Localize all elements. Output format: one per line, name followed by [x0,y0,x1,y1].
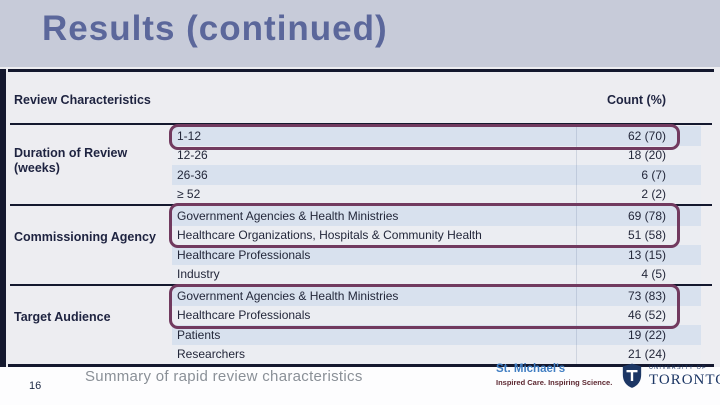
table-row: Industry 4 (5) [172,264,701,284]
group-label-commissioning-agency: Commissioning Agency [14,230,156,245]
row-label: Healthcare Professionals [177,247,311,262]
row-count: 69 (78) [576,206,701,226]
row-label: 12-26 [177,148,208,163]
table-group-target-audience: Government Agencies & Health Ministries … [172,286,701,364]
left-accent-bar [0,69,6,391]
row-label: Healthcare Organizations, Hospitals & Co… [177,228,482,243]
table-row: Patients 19 (22) [172,325,701,345]
table-row: Researchers 21 (24) [172,344,701,364]
row-count: 21 (24) [576,344,701,364]
row-label: Government Agencies & Health Ministries [177,208,399,223]
table-row: 26-36 6 (7) [172,165,701,185]
row-label: Healthcare Professionals [177,308,311,323]
group-label-line: Target Audience [14,310,111,324]
st-michaels-wordmark: St. Michael's [496,363,566,375]
header-band [0,0,720,67]
bottom-strip [0,367,720,405]
table-row: ≥ 52 2 (2) [172,184,701,204]
table-row: Healthcare Professionals 46 (52) [172,305,701,325]
row-count: 6 (7) [576,165,701,185]
row-count: 18 (20) [576,145,701,165]
table-row: 1-12 62 (70) [172,126,701,146]
divider-bottom [8,364,714,367]
row-count: 13 (15) [576,245,701,265]
row-label: Patients [177,327,221,342]
uoft-wordmark-line1: UNIVERSITY OF [649,365,707,371]
row-label: 26-36 [177,167,208,182]
group-label-duration: Duration of Review (weeks) [14,146,127,176]
row-count: 51 (58) [576,225,701,245]
table-row: Government Agencies & Health Ministries … [172,286,701,306]
row-count: 46 (52) [576,305,701,325]
row-label: Government Agencies & Health Ministries [177,288,399,303]
table-row: 12-26 18 (20) [172,145,701,165]
table-group-commissioning-agency: Government Agencies & Health Ministries … [172,206,701,284]
group-label-line: Commissioning Agency [14,230,156,244]
st-michaels-logo: St. Michael's Inspired Care. Inspiring S… [496,363,612,387]
page-number: 16 [29,380,42,392]
university-of-toronto-logo: UNIVERSITY OF TORONTO [621,362,720,389]
row-label: 1-12 [177,128,202,143]
table-caption: Summary of rapid review characteristics [85,368,363,385]
group-label-line: (weeks) [14,161,60,175]
row-label: Researchers [177,347,246,362]
group-label-line: Duration of Review [14,146,128,160]
highlight-box-duration-1-12 [169,124,680,150]
uoft-wordmark: UNIVERSITY OF TORONTO [649,365,720,389]
uoft-crest-icon [621,362,643,389]
row-count: 19 (22) [576,325,701,345]
highlight-box-target-top2 [169,284,680,329]
table-group-duration: 1-12 62 (70) 12-26 18 (20) 26-36 6 (7) ≥… [172,126,701,204]
table-header-count: Count (%) [606,93,666,107]
row-count: 4 (5) [576,264,701,284]
table-header-characteristics: Review Characteristics [14,93,151,107]
title-underline [8,69,714,72]
row-count: 73 (83) [576,286,701,306]
group-label-target-audience: Target Audience [14,310,111,325]
highlight-box-commissioning-top2 [169,203,680,248]
row-count: 62 (70) [576,126,701,146]
row-label: ≥ 52 [177,187,201,202]
uoft-wordmark-line2: TORONTO [649,372,720,388]
table-row: Healthcare Professionals 13 (15) [172,245,701,265]
slide-title: Results (continued) [42,9,388,48]
table-row: Healthcare Organizations, Hospitals & Co… [172,225,701,245]
row-label: Industry [177,267,220,282]
st-michaels-tagline: Inspired Care. Inspiring Science. [496,378,613,387]
table-row: Government Agencies & Health Ministries … [172,206,701,226]
row-count: 2 (2) [576,184,701,204]
